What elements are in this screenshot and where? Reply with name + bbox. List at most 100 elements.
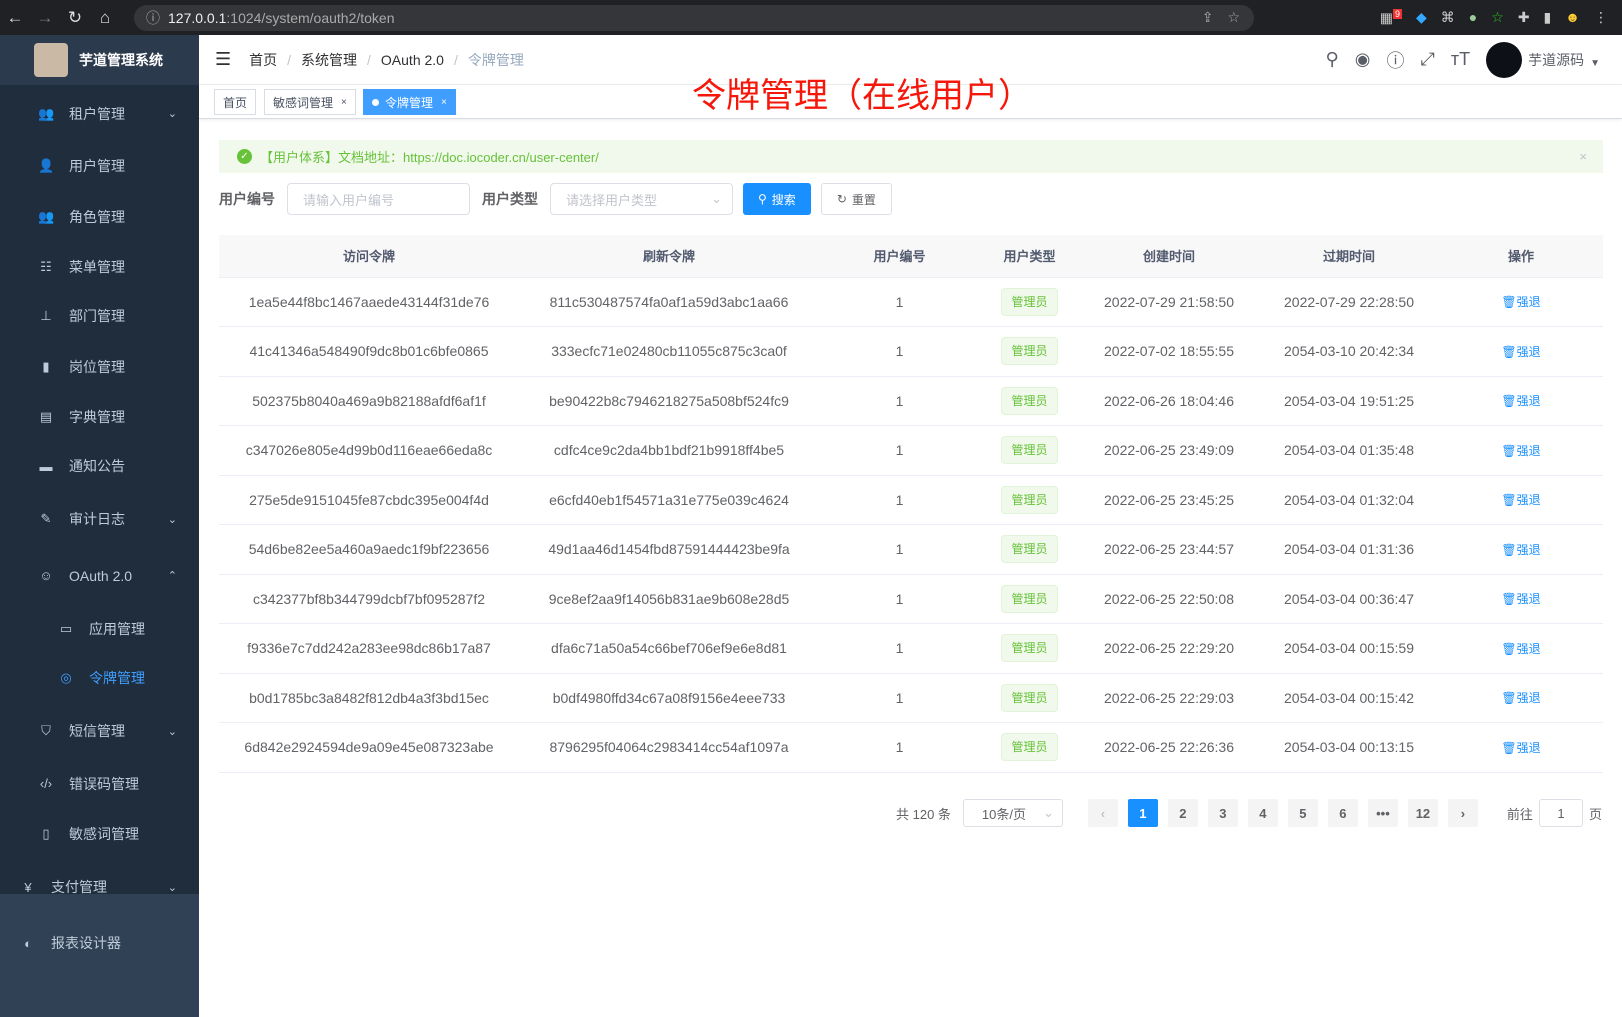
sidebar-item-14[interactable]: ▯ 敏感词管理 — [0, 809, 199, 859]
force-logout-button[interactable]: 🗑强退 — [1501, 691, 1541, 706]
chevron-down-icon: ⌄ — [711, 191, 722, 206]
annotation-title: 令牌管理（在线用户） — [692, 77, 1032, 115]
page-button[interactable]: 6 — [1327, 799, 1358, 827]
extension-icon[interactable]: ⌘ — [1440, 8, 1455, 25]
force-logout-button[interactable]: 🗑强退 — [1501, 443, 1541, 458]
page-button[interactable]: ••• — [1367, 799, 1398, 827]
sidebar-item-11[interactable]: ◎ 令牌管理 — [0, 653, 199, 703]
page-button[interactable]: 2 — [1167, 799, 1198, 827]
table-cell: 1 — [819, 524, 980, 575]
extension-icon[interactable]: ▦ 9 — [1379, 8, 1402, 26]
tag-token[interactable]: 令牌管理 × — [363, 89, 456, 115]
search-button[interactable]: ⚲ 搜索 — [743, 183, 811, 215]
page-size-select[interactable]: 10条/页 ⌄ — [962, 799, 1063, 827]
forward-icon[interactable]: → — [36, 7, 54, 27]
dict-icon: ▤ — [39, 408, 53, 424]
extension-icon[interactable]: ☆ — [1491, 8, 1504, 25]
force-logout-button[interactable]: 🗑强退 — [1501, 740, 1541, 755]
table-cell: 1 — [819, 326, 980, 377]
table-cell: 1 — [819, 722, 980, 773]
sidebar-item-10[interactable]: ▭ 应用管理 — [59, 620, 145, 637]
page-button[interactable]: 3 — [1207, 799, 1238, 827]
sidebar-item-5[interactable]: ▮ 岗位管理 — [0, 342, 199, 392]
gem-icon[interactable]: ◆ — [1416, 8, 1427, 25]
star-icon[interactable]: ☆ — [1227, 9, 1240, 25]
sidebar-item-1[interactable]: 👤 用户管理 — [38, 158, 125, 175]
force-logout-button[interactable]: 🗑强退 — [1501, 592, 1541, 607]
next-page-button[interactable]: › — [1447, 799, 1478, 827]
user-type-select[interactable]: 请选择用户类型 ⌄ — [550, 183, 733, 215]
reset-button[interactable]: ↻ 重置 — [820, 183, 892, 215]
table-cell: 🗑强退 — [1439, 623, 1603, 674]
user-menu[interactable]: 芋道源码 ▼ — [1486, 41, 1600, 78]
force-logout-button[interactable]: 🗑强退 — [1501, 344, 1541, 359]
profile-icon[interactable]: ☻ — [1565, 8, 1580, 25]
extension-icon[interactable]: ● — [1468, 8, 1478, 25]
sidebar-item-13[interactable]: ‹/› 错误码管理 — [39, 775, 139, 792]
page-button[interactable]: 4 — [1247, 799, 1278, 827]
table-cell: 502375b8040a469a9b82188afdf6af1f — [219, 376, 519, 426]
info-icon: ⓘ — [146, 9, 160, 26]
sidebar-item-12[interactable]: ⛉ 短信管理 ⌄ — [0, 706, 199, 756]
close-icon[interactable]: × — [1579, 149, 1587, 164]
force-logout-button[interactable]: 🗑强退 — [1501, 394, 1541, 409]
sidebar-item-4[interactable]: ⊥ 部门管理 — [0, 291, 199, 341]
tag-sensitive-word[interactable]: 敏感词管理 × — [264, 89, 356, 115]
force-logout-button[interactable]: 🗑强退 — [1501, 493, 1541, 508]
address-bar[interactable]: ⓘ 127.0.0.1:1024/system/oauth2/token ⇪ ☆ — [134, 4, 1254, 31]
puzzle-icon[interactable]: ✚ — [1517, 8, 1530, 25]
navbar: ☰ 首页 / 系统管理 / OAuth 2.0/ 令牌管理 ⚲ ◉ ⓘ ⤢ ᴛT 芋… — [199, 35, 1622, 85]
page-button[interactable]: 5 — [1287, 799, 1318, 827]
logo-image — [34, 43, 68, 77]
font-size-icon[interactable]: ᴛT — [1450, 49, 1471, 69]
sidebar-item-2[interactable]: 👥 角色管理 — [38, 209, 125, 226]
sidebar-item-15[interactable]: ¥ 支付管理 ⌄ — [0, 862, 199, 912]
table-cell: 2022-07-29 22:28:50 — [1259, 277, 1439, 327]
table-row: f9336e7c7dd242a283ee98dc86b17a87 dfa6c71a… — [219, 623, 1603, 674]
home-icon[interactable]: ⌂ — [99, 7, 111, 27]
table-cell: 🗑强退 — [1439, 376, 1603, 426]
chevron-icon: ⌄ — [167, 725, 177, 738]
prev-page-button[interactable]: ‹ — [1087, 799, 1118, 827]
sidebar-item-3[interactable]: ☷ 菜单管理 — [0, 242, 199, 292]
user-type-badge: 管理员 — [1001, 485, 1058, 514]
page-button[interactable]: 1 — [1127, 799, 1158, 827]
sidebar-item-8[interactable]: ✎ 审计日志 ⌄ — [0, 494, 199, 544]
logo[interactable]: 芋道管理系统 — [0, 35, 199, 85]
force-logout-button[interactable]: 🗑强退 — [1501, 295, 1541, 310]
tag-home[interactable]: 首页 — [214, 89, 257, 115]
sidebar-item-9[interactable]: ☺ OAuth 2.0 ⌃ — [39, 567, 177, 584]
user-id-input[interactable]: 请输入用户编号 — [287, 183, 470, 215]
sidebar-item-16[interactable]: ◐ 报表设计器 — [0, 918, 199, 968]
sidepanel-icon[interactable]: ▮ — [1543, 8, 1552, 25]
table-cell: 管理员 — [980, 425, 1079, 476]
education-icon: ▯ — [42, 826, 50, 842]
back-icon[interactable]: ← — [6, 7, 24, 27]
force-logout-button[interactable]: 🗑强退 — [1501, 542, 1541, 557]
goto-page-input[interactable]: 1 — [1538, 799, 1583, 827]
sidebar-item-0[interactable]: 👥 租户管理 ⌄ — [38, 105, 177, 122]
hamburger-icon[interactable]: ☰ — [215, 49, 232, 69]
page-button[interactable]: 12 — [1407, 799, 1438, 827]
sidebar-item-7[interactable]: ▬ 通知公告 — [39, 458, 126, 475]
close-icon[interactable]: × — [441, 96, 447, 108]
column-header: 过期时间 — [1259, 235, 1439, 278]
breadcrumb-home[interactable]: 首页 — [249, 51, 278, 68]
close-icon[interactable]: × — [341, 96, 347, 108]
fullscreen-icon[interactable]: ⤢ — [1420, 49, 1435, 69]
reload-icon[interactable]: ↻ — [67, 7, 83, 27]
peoples-icon: 👥 — [38, 209, 55, 225]
search-icon[interactable]: ⚲ — [1325, 49, 1339, 69]
force-logout-button[interactable]: 🗑强退 — [1501, 641, 1541, 656]
table-cell: 管理员 — [980, 574, 1079, 624]
breadcrumb-system[interactable]: 系统管理 — [301, 51, 358, 68]
table-cell: b0df4980ffd34c67a08f9156e4eee733 — [519, 673, 819, 723]
post-icon: ▮ — [42, 359, 50, 375]
sidebar-item-6[interactable]: ▤ 字典管理 — [39, 408, 125, 425]
table-cell: 2022-06-25 23:44:57 — [1079, 524, 1259, 575]
share-icon[interactable]: ⇪ — [1201, 9, 1214, 25]
more-icon[interactable]: ⋮ — [1594, 8, 1608, 25]
help-icon[interactable]: ⓘ — [1386, 50, 1405, 71]
breadcrumb-oauth[interactable]: OAuth 2.0 — [380, 51, 444, 68]
github-icon[interactable]: ◉ — [1354, 49, 1371, 69]
